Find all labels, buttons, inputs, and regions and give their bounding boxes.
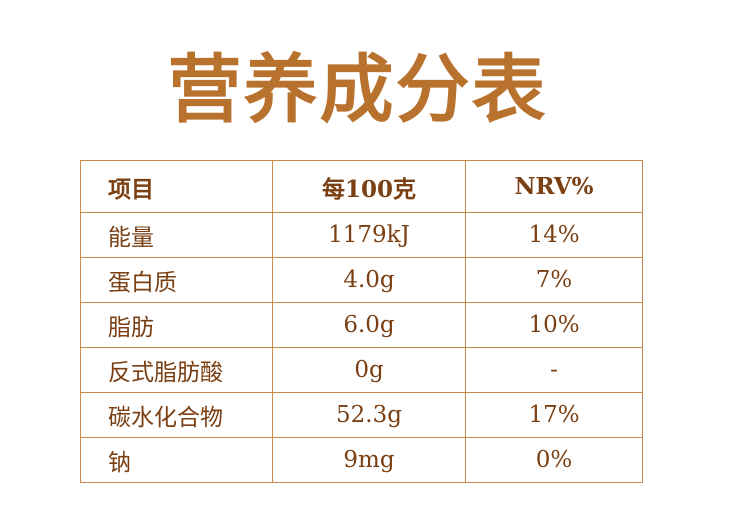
table-cell: 0g	[272, 347, 466, 393]
table-cell: 6.0g	[272, 302, 466, 348]
table-cell: 碳水化合物	[80, 392, 273, 438]
title: 营养成分表	[167, 47, 548, 133]
table-cell: -	[465, 347, 643, 393]
table-cell: 7%	[465, 257, 643, 303]
header-row: 项目 每100克 NRV%	[80, 160, 643, 213]
table-row: 钠 9mg 0%	[80, 437, 643, 483]
table-row: 蛋白质 4.0g 7%	[80, 257, 643, 303]
table-cell: 4.0g	[272, 257, 466, 303]
table-cell: 14%	[465, 212, 643, 258]
table-cell: 能量	[80, 212, 273, 258]
table-cell: 蛋白质	[80, 257, 273, 303]
table-cell: 反式脂肪酸	[80, 347, 273, 393]
table-header: 项目 每100克 NRV%	[80, 160, 643, 213]
table-body: 能量 1179kJ 14% 蛋白质 4.0g 7% 脂肪 6.0g 10% 反式脂肪酸 0g - 碳水化…	[80, 212, 643, 483]
table-row: 反式脂肪酸 0g -	[80, 347, 643, 393]
table-row: 碳水化合物 52.3g 17%	[80, 392, 643, 438]
column-header: NRV%	[465, 160, 643, 213]
table-row: 脂肪 6.0g 10%	[80, 302, 643, 348]
table-row: 能量 1179kJ 14%	[80, 212, 643, 258]
table-cell: 17%	[465, 392, 643, 438]
column-header: 项目	[80, 160, 273, 213]
table-cell: 10%	[465, 302, 643, 348]
table-cell: 脂肪	[80, 302, 273, 348]
table-cell: 9mg	[272, 437, 466, 483]
table-cell: 1179kJ	[272, 212, 466, 258]
nutrition-table: 项目 每100克 NRV% 能量 1179kJ 14% 蛋白质 4.0g 7% 脂肪 6.0g 10…	[80, 160, 643, 483]
column-header: 每100克	[272, 160, 466, 213]
table-cell: 0%	[465, 437, 643, 483]
table-cell: 52.3g	[272, 392, 466, 438]
table-cell: 钠	[80, 437, 273, 483]
